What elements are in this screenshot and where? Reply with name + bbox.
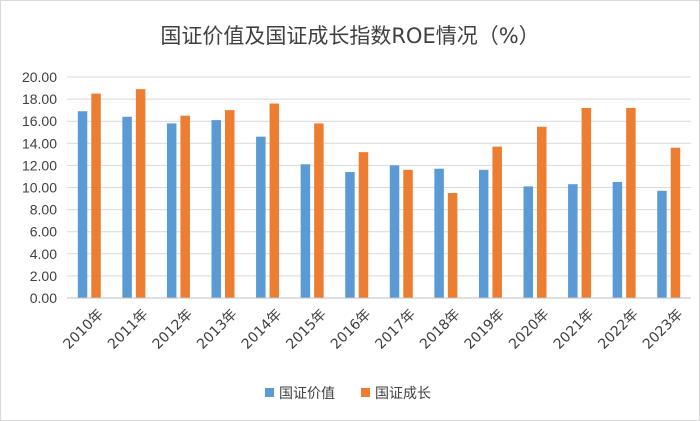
y-tick-label: 2.00 — [30, 268, 57, 284]
x-tick-label: 2012年 — [150, 306, 196, 352]
bar-value-9 — [478, 169, 489, 298]
y-tick-label: 18.00 — [22, 91, 57, 107]
x-tick-label: 2020年 — [506, 306, 552, 352]
bar-growth-13 — [670, 147, 681, 298]
x-tick-label: 2014年 — [239, 306, 285, 352]
x-tick-label: 2022年 — [595, 306, 641, 352]
bar-value-3 — [211, 120, 221, 298]
bar-growth-1 — [135, 89, 146, 298]
x-tick-label: 2018年 — [417, 306, 463, 352]
bars — [77, 89, 681, 299]
bar-growth-11 — [581, 107, 592, 298]
bar-growth-4 — [269, 103, 280, 299]
bar-value-8 — [434, 168, 444, 298]
bar-value-0 — [77, 111, 88, 298]
x-tick-label: 2023年 — [640, 306, 686, 352]
bar-growth-10 — [537, 126, 547, 298]
bar-value-7 — [389, 165, 400, 298]
y-tick-label: 16.00 — [22, 113, 57, 129]
bar-value-10 — [523, 186, 533, 298]
x-tick-label: 2013年 — [194, 306, 240, 352]
bar-value-11 — [568, 184, 578, 298]
legend-item: 国证成长 — [361, 386, 431, 402]
y-tick-label: 10.00 — [22, 180, 57, 196]
bar-growth-5 — [314, 123, 324, 298]
y-tick-label: 12.00 — [22, 157, 57, 173]
y-axis-ticks: 0.00 2.00 4.00 6.00 8.00 10.00 12.00 14.00 16.00… — [22, 69, 57, 306]
bar-growth-12 — [626, 107, 636, 298]
y-tick-label: 8.00 — [30, 202, 57, 218]
bar-growth-9 — [492, 146, 502, 298]
x-tick-label: 2011年 — [105, 306, 151, 352]
bar-value-1 — [122, 116, 132, 298]
y-tick-label: 20.00 — [22, 69, 57, 85]
legend-swatch — [361, 388, 370, 397]
bar-value-4 — [256, 136, 266, 298]
y-tick-label: 6.00 — [30, 224, 57, 240]
bar-growth-6 — [358, 152, 369, 298]
bar-growth-7 — [403, 169, 413, 298]
x-axis-ticks: 2010年2011年2012年2013年2014年2015年2016年2017年… — [60, 306, 686, 352]
bar-value-13 — [657, 190, 667, 298]
bar-value-2 — [166, 123, 177, 298]
y-tick-label: 0.00 — [30, 290, 57, 306]
bar-growth-0 — [91, 93, 101, 298]
chart-title: 国证价值及国证成长指数ROE情况（%） — [160, 24, 539, 48]
y-tick-label: 4.00 — [30, 246, 57, 262]
legend-label: 国证成长 — [375, 386, 431, 402]
bar-value-12 — [612, 181, 623, 298]
x-tick-label: 2016年 — [328, 306, 374, 352]
gridlines — [67, 76, 691, 277]
legend-item: 国证价值 — [265, 386, 335, 402]
legend-label: 国证价值 — [279, 386, 335, 402]
bar-growth-3 — [225, 110, 235, 299]
x-tick-label: 2010年 — [60, 306, 106, 352]
legend: 国证价值 国证成长 — [265, 386, 431, 402]
x-tick-label: 2015年 — [283, 306, 329, 352]
y-tick-label: 14.00 — [22, 135, 57, 151]
bar-growth-2 — [180, 115, 190, 298]
legend-swatch — [265, 388, 274, 397]
bar-value-6 — [345, 172, 355, 298]
bar-growth-8 — [447, 193, 458, 298]
x-tick-label: 2019年 — [462, 306, 508, 352]
x-tick-label: 2021年 — [551, 306, 597, 352]
x-tick-label: 2017年 — [372, 306, 418, 352]
bar-value-5 — [300, 164, 311, 298]
